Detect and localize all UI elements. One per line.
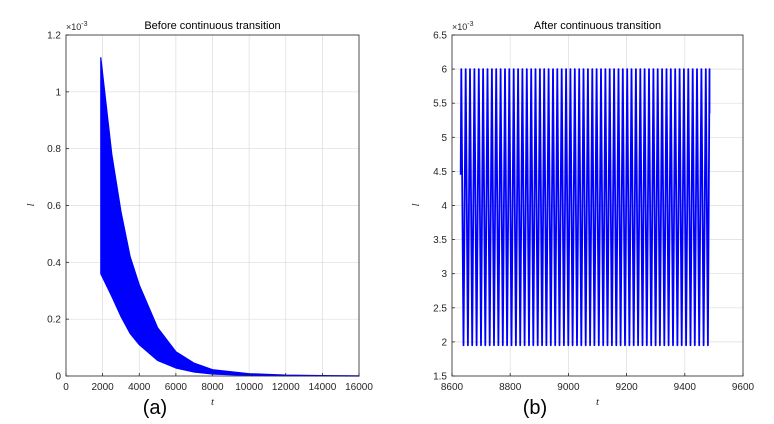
chart-a-xtick-label: 8000 <box>201 382 224 393</box>
chart-b-ytick-label: 6.5 <box>433 31 447 42</box>
chart-b-ytick-label: 4 <box>441 201 447 212</box>
chart-b: 8600 8800 9000 9200 9400 9600 1.5 2 2.5 3 3.5 4 4.5 5… <box>410 20 755 419</box>
chart-b-xtick-label: 8600 <box>441 382 464 393</box>
chart-b-ytick-label: 2 <box>441 337 447 348</box>
chart-a-xtick-label: 14000 <box>308 382 336 393</box>
chart-a-xtick-label: 4000 <box>128 382 151 393</box>
ticks-b: 8600 8800 9000 9200 9400 9600 1.5 2 2.5 3 3.5 4 4.5 5… <box>433 31 754 394</box>
panel-label-b: (b) <box>523 397 547 419</box>
chart-b-ylabel: l <box>410 203 422 206</box>
chart-a-ytick-label: 1 <box>55 87 61 98</box>
chart-a-ytick-label: 0.8 <box>47 144 61 155</box>
chart-a-ylabel: l <box>25 203 37 206</box>
ticks-a: 0 2000 4000 6000 8000 10000 12000 14000 16000 0 0.… <box>47 31 373 394</box>
series-b <box>459 68 711 347</box>
chart-b-exponent: ×10-3 <box>452 21 474 32</box>
chart-b-xtick-label: 9400 <box>674 382 697 393</box>
chart-b-xtick-label: 9600 <box>732 382 755 393</box>
chart-b-xtick-label: 9000 <box>557 382 580 393</box>
chart-a-xtick-label: 10000 <box>235 382 263 393</box>
chart-a-ytick-label: 0.4 <box>47 258 61 269</box>
chart-b-ytick-label: 2.5 <box>433 303 447 314</box>
chart-a-ytick-label: 0 <box>55 372 61 383</box>
series-b-line <box>459 68 711 347</box>
chart-b-ytick-label: 3.5 <box>433 235 447 246</box>
chart-a: 0 2000 4000 6000 8000 10000 12000 14000 16000 0 0.… <box>25 20 373 419</box>
chart-a-title: Before continuous transition <box>144 20 280 32</box>
chart-a-ytick-label: 0.2 <box>47 315 61 326</box>
chart-b-xtick-label: 9200 <box>615 382 638 393</box>
chart-b-ytick-label: 4.5 <box>433 167 447 178</box>
chart-b-ytick-label: 1.5 <box>433 372 447 383</box>
chart-a-ytick-label: 1.2 <box>47 31 61 42</box>
chart-a-xtick-label: 12000 <box>272 382 300 393</box>
chart-b-ytick-label: 5.5 <box>433 99 447 110</box>
chart-b-ytick-label: 6 <box>441 65 447 76</box>
chart-b-xtick-label: 8800 <box>499 382 522 393</box>
panel-label-a: (a) <box>143 397 167 419</box>
chart-b-ytick-label: 5 <box>441 133 447 144</box>
chart-a-xtick-label: 16000 <box>345 382 373 393</box>
chart-a-xtick-label: 6000 <box>165 382 188 393</box>
chart-a-xtick-label: 0 <box>63 382 69 393</box>
chart-a-exponent: ×10-3 <box>66 21 88 32</box>
chart-b-title: After continuous transition <box>534 20 661 32</box>
chart-b-xlabel: t <box>596 396 600 408</box>
chart-a-xlabel: t <box>211 396 215 408</box>
chart-a-xtick-label: 2000 <box>92 382 115 393</box>
chart-a-ytick-label: 0.6 <box>47 201 61 212</box>
chart-b-ytick-label: 3 <box>441 269 447 280</box>
